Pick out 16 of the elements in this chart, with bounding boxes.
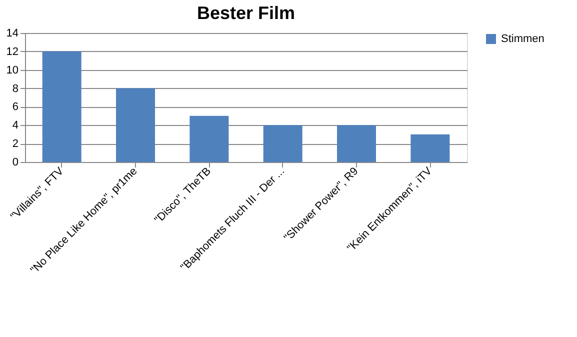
bar — [410, 134, 450, 162]
bar — [42, 51, 82, 162]
bar — [337, 125, 376, 162]
legend-label: Stimmen — [501, 33, 544, 45]
y-tick-label: 14 — [6, 28, 18, 40]
chart-title: Bester Film — [196, 3, 296, 23]
bar — [263, 125, 302, 162]
bar — [116, 88, 155, 162]
y-tick-label: 8 — [12, 82, 18, 95]
y-tick-label: 2 — [12, 138, 18, 150]
bar — [190, 116, 229, 162]
y-tick-label: 4 — [12, 120, 18, 132]
y-tick-label: 0 — [12, 156, 18, 168]
y-tick-label: 10 — [6, 64, 18, 76]
y-tick-label: 6 — [12, 101, 18, 114]
y-tick-label: 12 — [6, 46, 18, 58]
